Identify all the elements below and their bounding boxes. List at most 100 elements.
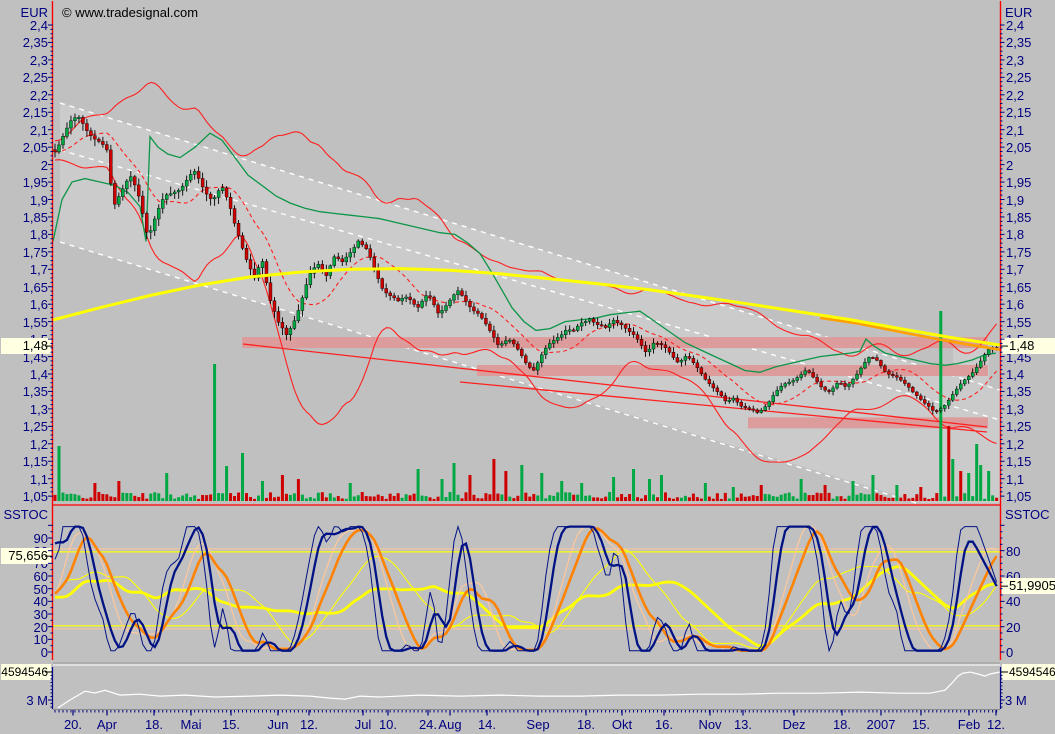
time-label-14: 14. [477, 717, 497, 732]
volume-highlight-left: 4594546 [1, 664, 51, 680]
sstoc-highlight-left: 75,656 [1, 548, 51, 564]
price-tick-left-2,4: 2,4 [29, 18, 48, 33]
price-tick-left-2,3: 2,3 [29, 52, 48, 68]
sstoc-tick-right-20: 20 [1006, 619, 1021, 635]
volume-right-tick-label: 3 M [1005, 693, 1027, 708]
price-tick-left-1,6: 1,6 [29, 297, 48, 313]
volume-left-tick-label: 3 M [26, 693, 48, 708]
price-tick-right-1,25: 1,25 [1006, 419, 1032, 435]
price-tick-right-1,4: 1,4 [1006, 367, 1025, 382]
time-label-Jun: Jun [267, 717, 289, 732]
price-tick-right-2,2: 2,2 [1006, 87, 1025, 103]
volume-highlight-right: 4594546 [1002, 664, 1055, 680]
price-tick-right-1,85: 1,85 [1006, 209, 1032, 225]
price-tick-left-1,65: 1,65 [22, 279, 48, 295]
time-label-Mai: Mai [180, 717, 202, 732]
price-tick-left-1,8: 1,8 [29, 227, 48, 243]
price-tick-right-2,05: 2,05 [1006, 140, 1032, 156]
time-label-18: 18. [576, 717, 596, 732]
price-tick-right-1,2: 1,2 [1006, 436, 1025, 452]
price-tick-left-1,55: 1,55 [22, 314, 48, 330]
time-label-18: 18. [832, 717, 852, 732]
left-axis-currency-label: EUR [20, 5, 48, 20]
price-tick-right-1,65: 1,65 [1006, 279, 1032, 295]
price-tick-left-1,15: 1,15 [22, 454, 48, 470]
time-label-16: 16. [654, 717, 674, 732]
price-tick-right-1,75: 1,75 [1006, 244, 1032, 260]
price-tick-right-1,95: 1,95 [1006, 175, 1032, 191]
sstoc-tick-left-30: 30 [33, 606, 48, 622]
time-label-Sep: Sep [526, 717, 550, 732]
price-tick-left-1,1: 1,1 [29, 471, 48, 487]
time-label-24: 24. [418, 717, 438, 732]
price-tick-left-1,85: 1,85 [22, 209, 48, 225]
price-tick-left-2,25: 2,25 [22, 70, 48, 86]
sstoc-tick-right-40: 40 [1006, 594, 1021, 610]
price-tick-left-2,15: 2,15 [22, 105, 48, 121]
price-tick-right-1,1: 1,1 [1006, 471, 1025, 487]
price-tick-right-2,35: 2,35 [1006, 35, 1032, 51]
time-label-15: 15. [221, 717, 241, 732]
time-label-12: 12. [299, 717, 319, 732]
price-tick-left-2,2: 2,2 [29, 87, 48, 103]
sstoc-tick-left-60: 60 [33, 568, 48, 584]
price-tick-right-1,15: 1,15 [1006, 454, 1032, 470]
price-tick-right-1,05: 1,05 [1006, 489, 1032, 505]
price-tick-right-1,8: 1,8 [1006, 227, 1025, 243]
time-label-Dez: Dez [782, 717, 806, 732]
price-tick-right-2,1: 2,1 [1006, 122, 1025, 138]
price-tick-right-2,25: 2,25 [1006, 70, 1032, 86]
time-label-12: 12. [986, 717, 1006, 732]
sstoc-tick-left-20: 20 [33, 619, 48, 635]
time-label-Feb: Feb [957, 717, 981, 732]
sstoc-tick-left-40: 40 [33, 594, 48, 610]
price-tick-right-1,9: 1,9 [1006, 192, 1025, 208]
time-label-2007: 2007 [866, 717, 896, 732]
sstoc-tick-right-80: 80 [1006, 543, 1021, 559]
price-tick-left-1,9: 1,9 [29, 192, 48, 208]
price-tick-right-1,6: 1,6 [1006, 297, 1025, 313]
price-tick-left-2,05: 2,05 [22, 140, 48, 156]
price-tick-left-1,35: 1,35 [22, 384, 48, 400]
time-label-18: 18. [144, 717, 164, 732]
sstoc-tick-left-90: 90 [33, 530, 48, 546]
price-tick-right-1,7: 1,7 [1006, 262, 1025, 278]
price-tick-left-1,05: 1,05 [22, 489, 48, 505]
time-label-20: 20. [63, 717, 83, 732]
sstoc-tick-left-10: 10 [33, 632, 48, 648]
price-highlight-right: 1,48 [1002, 338, 1055, 354]
time-label-Apr: Apr [96, 717, 118, 732]
price-tick-right-2,4: 2,4 [1006, 18, 1025, 33]
sstoc-right-title: SSTOC [1005, 507, 1050, 522]
price-tick-left-1,25: 1,25 [22, 419, 48, 435]
price-highlight-left: 1,48 [1, 338, 51, 354]
time-label-15: 15. [911, 717, 931, 732]
sstoc-tick-right-0: 0 [1006, 645, 1014, 660]
sstoc-tick-left-50: 50 [33, 581, 48, 597]
price-tick-left-2,35: 2,35 [22, 35, 48, 51]
copyright-label: © www.tradesignal.com [62, 5, 199, 20]
price-tick-left-1,2: 1,2 [29, 436, 48, 452]
price-tick-right-2,3: 2,3 [1006, 52, 1025, 68]
price-tick-left-1,3: 1,3 [29, 401, 48, 417]
price-tick-right-1,3: 1,3 [1006, 401, 1025, 417]
time-label-Nov: Nov [698, 717, 722, 732]
sstoc-highlight-right: 51,9905 [1002, 578, 1055, 594]
price-tick-right-2,15: 2,15 [1006, 105, 1032, 121]
price-tick-left-1,4: 1,4 [29, 367, 48, 382]
sstoc-left-title: SSTOC [3, 507, 48, 522]
time-label-Aug: Aug [438, 717, 462, 732]
time-label-Okt: Okt [611, 717, 633, 732]
price-tick-right-2: 2 [1006, 157, 1014, 173]
time-label-Jul: Jul [354, 717, 372, 732]
time-label-13: 13. [733, 717, 753, 732]
price-tick-left-1,7: 1,7 [29, 262, 48, 278]
sstoc-tick-left-0: 0 [40, 645, 48, 660]
price-tick-left-2,1: 2,1 [29, 122, 48, 138]
price-tick-left-1,75: 1,75 [22, 244, 48, 260]
price-tick-right-1,55: 1,55 [1006, 314, 1032, 330]
time-label-10: 10. [378, 717, 398, 732]
price-tick-left-2: 2 [40, 157, 48, 173]
